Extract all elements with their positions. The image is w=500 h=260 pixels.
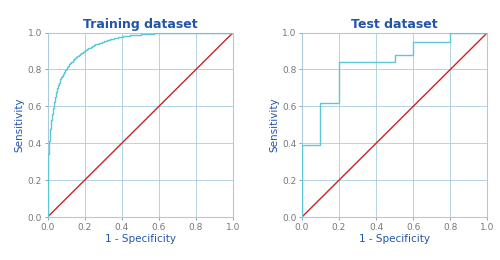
X-axis label: 1 - Specificity: 1 - Specificity	[105, 235, 176, 244]
Y-axis label: Sensitivity: Sensitivity	[15, 98, 25, 152]
Y-axis label: Sensitivity: Sensitivity	[269, 98, 279, 152]
Title: Training dataset: Training dataset	[83, 18, 198, 31]
Title: Test dataset: Test dataset	[352, 18, 438, 31]
X-axis label: 1 - Specificity: 1 - Specificity	[359, 235, 430, 244]
